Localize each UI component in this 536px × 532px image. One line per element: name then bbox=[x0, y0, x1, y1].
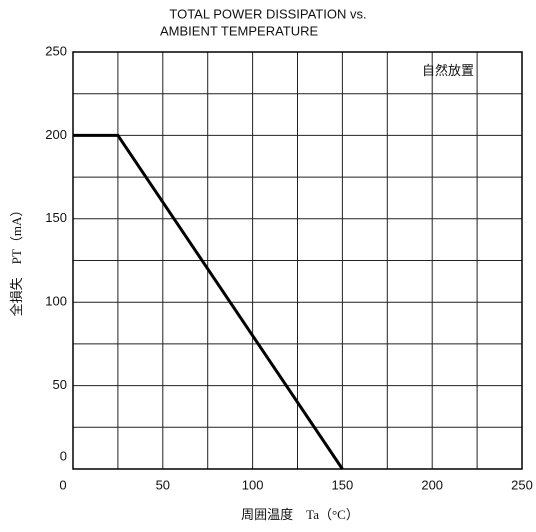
x-tick-label: 200 bbox=[421, 477, 443, 492]
y-tick-label: 200 bbox=[45, 127, 67, 142]
x-tick-label: 150 bbox=[332, 477, 354, 492]
annotation: 自然放置 bbox=[422, 63, 474, 78]
x-tick-label: 100 bbox=[242, 477, 264, 492]
y-tick-label: 0 bbox=[60, 448, 67, 463]
x-tick-label: 0 bbox=[59, 477, 66, 492]
y-axis-label: 全損失 PT（mA） bbox=[9, 204, 24, 317]
chart-title: TOTAL POWER DISSIPATION vs. bbox=[169, 6, 366, 21]
x-tick-label: 250 bbox=[511, 477, 533, 492]
y-tick-label: 250 bbox=[45, 43, 67, 58]
data-line bbox=[73, 133, 344, 470]
chart-title: AMBIENT TEMPERATURE bbox=[160, 23, 319, 38]
x-tick-label: 50 bbox=[156, 477, 170, 492]
y-tick-label: 50 bbox=[53, 377, 67, 392]
y-tick-label: 100 bbox=[45, 294, 67, 309]
plot-frame bbox=[72, 51, 523, 470]
x-axis-label: 周囲温度 Ta（°C） bbox=[241, 507, 359, 522]
y-tick-label: 150 bbox=[45, 210, 67, 225]
